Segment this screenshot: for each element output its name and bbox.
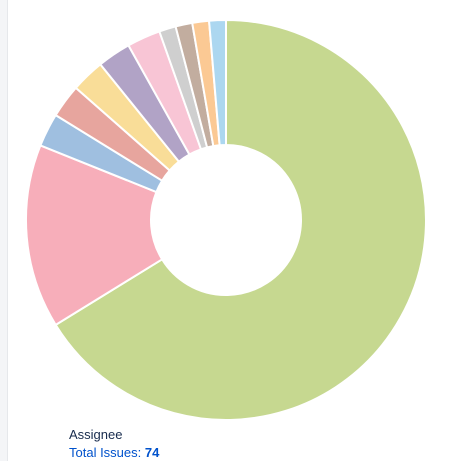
- pie-slice-2[interactable]: [25, 144, 164, 327]
- total-issues-link[interactable]: Total Issues: 74: [69, 444, 159, 462]
- statistic-type-label: Assignee: [69, 427, 123, 442]
- chart-footer: Assignee Total Issues: 74: [69, 426, 159, 462]
- panel-left-border: [0, 0, 8, 461]
- total-issues-prefix: Total Issues:: [69, 445, 142, 460]
- pie-slice-11[interactable]: [207, 18, 227, 147]
- total-issues-value[interactable]: 74: [144, 445, 160, 460]
- pie-slice-1[interactable]: [54, 18, 427, 421]
